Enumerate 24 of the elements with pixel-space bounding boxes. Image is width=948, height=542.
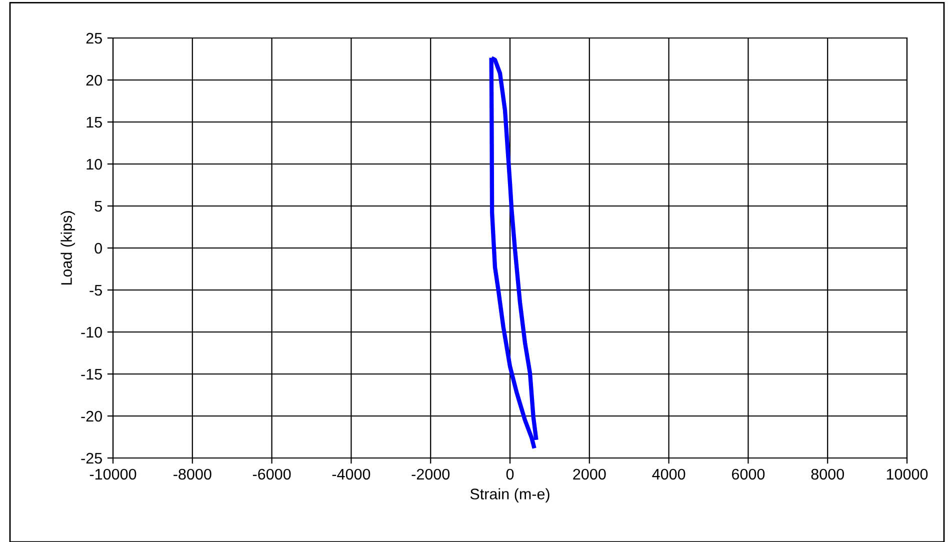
y-tick-label: 25 bbox=[86, 32, 102, 44]
x-axis-title: Strain (m-e) bbox=[470, 488, 550, 502]
y-tick-label: 5 bbox=[94, 201, 102, 212]
x-tick-label: -10000 bbox=[90, 468, 136, 480]
x-tick-label: 6000 bbox=[732, 468, 765, 480]
x-tick-label: 8000 bbox=[811, 468, 844, 480]
x-tick-label: -2000 bbox=[412, 468, 450, 480]
y-tick-label: -10 bbox=[81, 326, 102, 338]
y-tick-label: 15 bbox=[86, 117, 102, 128]
y-tick-label: -15 bbox=[81, 369, 102, 380]
x-tick-label: 4000 bbox=[652, 468, 686, 480]
x-tick-label: -4000 bbox=[332, 468, 370, 480]
y-axis-title: Load (kips) bbox=[60, 211, 75, 285]
y-tick-label: -20 bbox=[81, 410, 102, 422]
y-tick-label: -25 bbox=[81, 452, 102, 464]
x-tick-label: 0 bbox=[506, 468, 514, 480]
x-tick-label: 2000 bbox=[573, 468, 606, 480]
y-tick-label: 20 bbox=[86, 74, 102, 86]
y-tick-label: 0 bbox=[94, 242, 102, 254]
y-tick-label: 10 bbox=[86, 158, 102, 170]
x-tick-label: -6000 bbox=[252, 468, 291, 480]
x-tick-label: 10000 bbox=[886, 468, 928, 480]
x-tick-label: -8000 bbox=[174, 468, 212, 480]
y-tick-label: -5 bbox=[90, 285, 102, 296]
